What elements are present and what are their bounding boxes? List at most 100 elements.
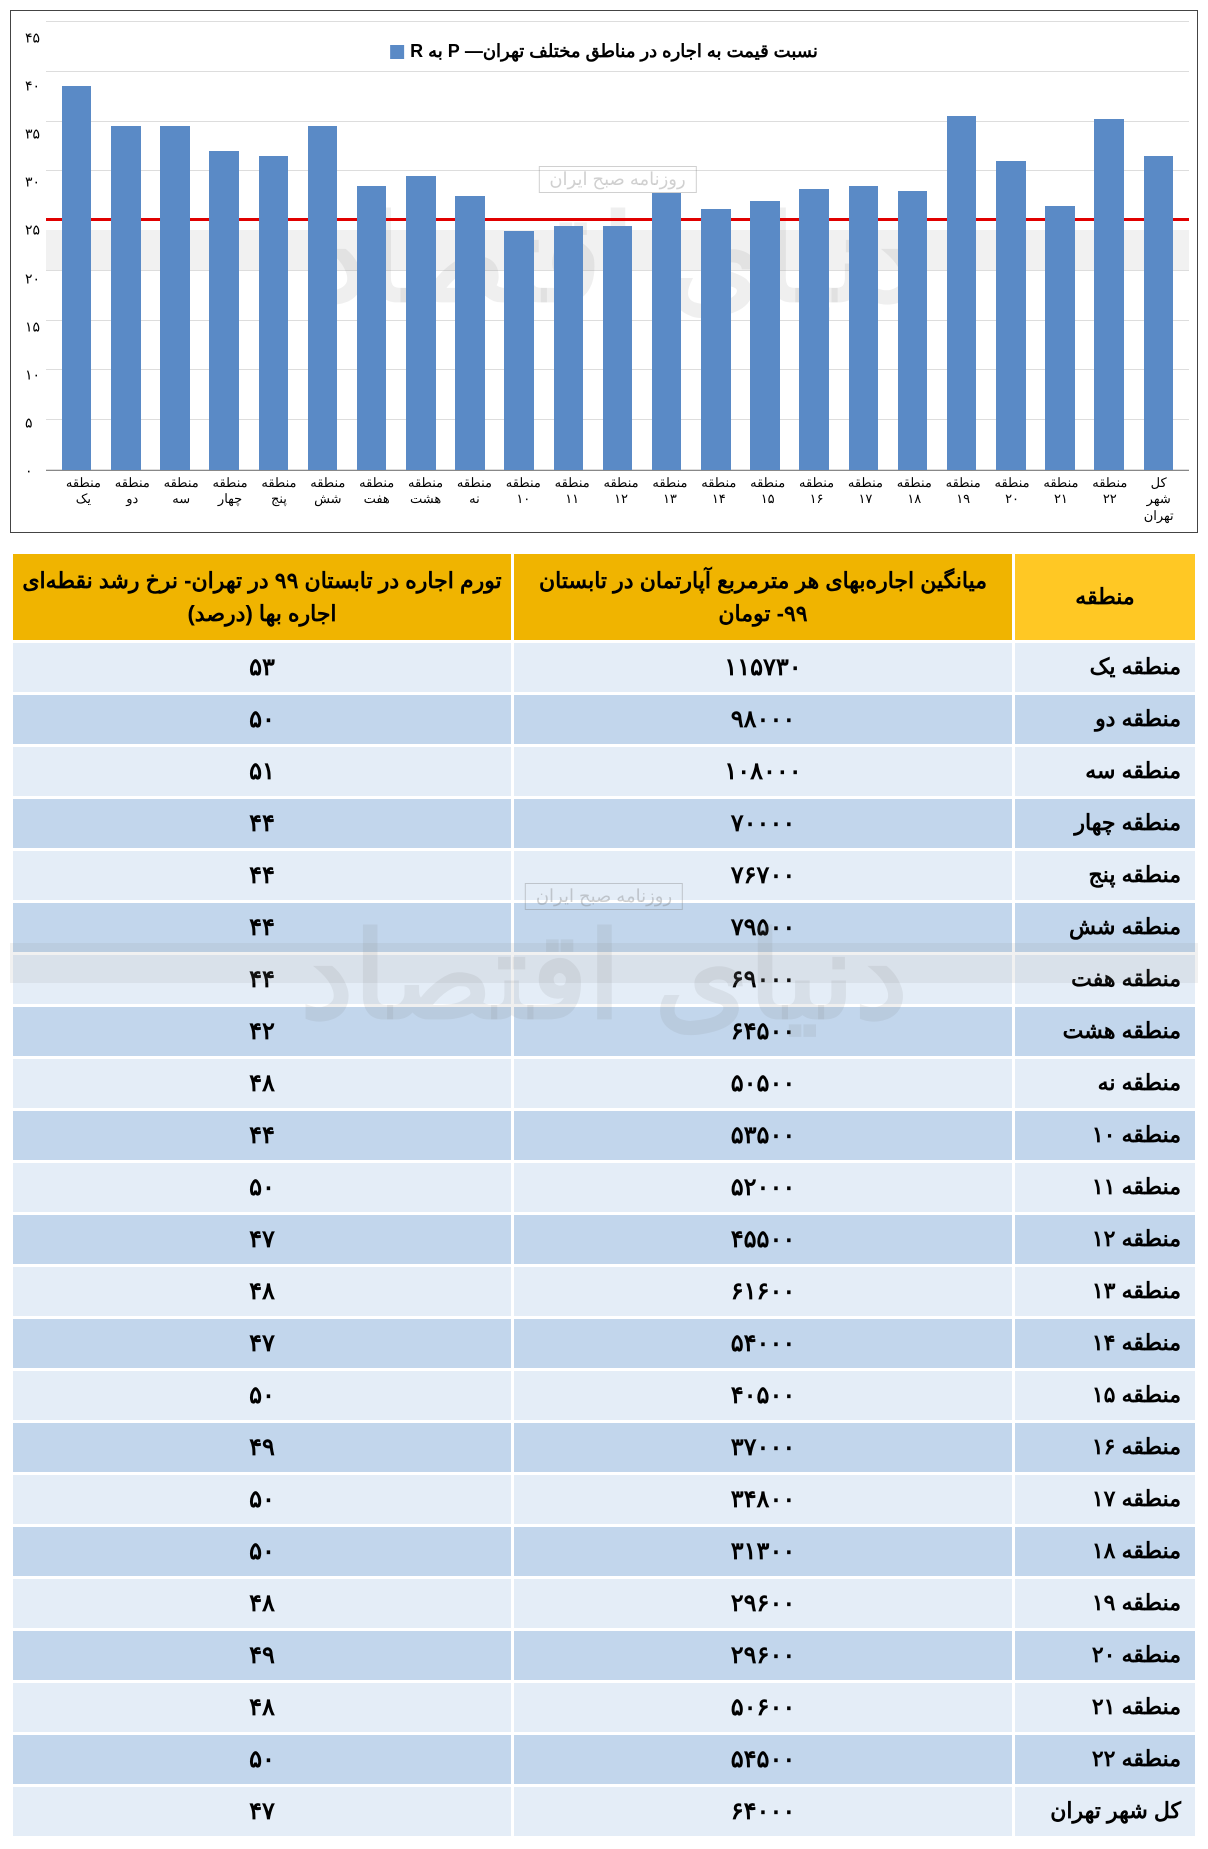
cell-region: کل شهر تهران — [1015, 1787, 1195, 1836]
cell-region: منطقه ۲۱ — [1015, 1683, 1195, 1732]
cell-region: منطقه پنج — [1015, 851, 1195, 900]
y-tick: ۳۵ — [25, 126, 40, 143]
bar-slot — [200, 21, 249, 470]
table-row: کل شهر تهران۶۴۰۰۰۴۷ — [13, 1787, 1195, 1836]
bar-slot — [298, 21, 347, 470]
cell-growth: ۴۸ — [13, 1059, 511, 1108]
cell-growth: ۵۱ — [13, 747, 511, 796]
x-tick: منطقه ۱۶ — [792, 475, 841, 524]
x-tick: منطقه شش — [303, 475, 352, 524]
bar-slot — [495, 21, 544, 470]
cell-growth: ۴۸ — [13, 1579, 511, 1628]
cell-rent: ۷۹۵۰۰ — [514, 903, 1012, 952]
table-row: منطقه ۱۵۴۰۵۰۰۵۰ — [13, 1371, 1195, 1420]
cell-rent: ۶۴۵۰۰ — [514, 1007, 1012, 1056]
y-tick: ۲۵ — [25, 222, 40, 239]
bar-slot — [691, 21, 740, 470]
bar — [996, 161, 1026, 470]
cell-rent: ۵۴۰۰۰ — [514, 1319, 1012, 1368]
bar — [750, 201, 780, 470]
table-row: منطقه ۱۰۵۳۵۰۰۴۴ — [13, 1111, 1195, 1160]
cell-region: منطقه شش — [1015, 903, 1195, 952]
table-row: منطقه ۱۶۳۷۰۰۰۴۹ — [13, 1423, 1195, 1472]
table-row: منطقه دو۹۸۰۰۰۵۰ — [13, 695, 1195, 744]
bar — [308, 126, 338, 470]
cell-rent: ۵۲۰۰۰ — [514, 1163, 1012, 1212]
bar — [849, 186, 879, 470]
cell-region: منطقه ۱۶ — [1015, 1423, 1195, 1472]
table-row: منطقه ۲۰۲۹۶۰۰۴۹ — [13, 1631, 1195, 1680]
table-row: منطقه چهار۷۰۰۰۰۴۴ — [13, 799, 1195, 848]
x-tick: منطقه دو — [108, 475, 157, 524]
x-tick: منطقه ۲۱ — [1037, 475, 1086, 524]
x-tick: کل شهر تهران — [1134, 475, 1183, 524]
cell-rent: ۴۰۵۰۰ — [514, 1371, 1012, 1420]
bar-slot — [150, 21, 199, 470]
price-rent-chart: نسبت قیمت به اجاره در مناطق مختلف تهران—… — [10, 10, 1198, 533]
table-row: منطقه ۲۱۵۰۶۰۰۴۸ — [13, 1683, 1195, 1732]
y-tick: ۲۰ — [25, 270, 40, 287]
cell-rent: ۳۷۰۰۰ — [514, 1423, 1012, 1472]
cell-rent: ۵۰۶۰۰ — [514, 1683, 1012, 1732]
cell-region: منطقه ۱۷ — [1015, 1475, 1195, 1524]
cell-region: منطقه ۱۹ — [1015, 1579, 1195, 1628]
table-row: منطقه ۱۲۴۵۵۰۰۴۷ — [13, 1215, 1195, 1264]
cell-growth: ۴۹ — [13, 1631, 511, 1680]
cell-rent: ۴۵۵۰۰ — [514, 1215, 1012, 1264]
cell-growth: ۴۴ — [13, 799, 511, 848]
bar-slot — [642, 21, 691, 470]
x-tick: منطقه ۱۲ — [597, 475, 646, 524]
x-tick: منطقه ۱۳ — [646, 475, 695, 524]
bar — [947, 116, 977, 470]
cell-growth: ۵۳ — [13, 643, 511, 692]
x-tick: منطقه یک — [59, 475, 108, 524]
bar-slot — [1134, 21, 1183, 470]
y-tick: ۰ — [25, 462, 40, 479]
x-tick: منطقه ۱۵ — [743, 475, 792, 524]
cell-rent: ۶۱۶۰۰ — [514, 1267, 1012, 1316]
cell-growth: ۵۰ — [13, 695, 511, 744]
cell-growth: ۴۸ — [13, 1683, 511, 1732]
bar-slot — [1085, 21, 1134, 470]
cell-growth: ۴۴ — [13, 903, 511, 952]
bar-slot — [101, 21, 150, 470]
bar-slot — [52, 21, 101, 470]
cell-growth: ۵۰ — [13, 1163, 511, 1212]
y-tick: ۳۰ — [25, 174, 40, 191]
cell-growth: ۴۸ — [13, 1267, 511, 1316]
bar-slot — [593, 21, 642, 470]
cell-rent: ۷۰۰۰۰ — [514, 799, 1012, 848]
cell-region: منطقه یک — [1015, 643, 1195, 692]
cell-rent: ۱۰۸۰۰۰ — [514, 747, 1012, 796]
table-row: منطقه ۲۲۵۴۵۰۰۵۰ — [13, 1735, 1195, 1784]
bar — [799, 189, 829, 470]
x-tick: منطقه ۱۹ — [939, 475, 988, 524]
table-row: منطقه پنج۷۶۷۰۰۴۴ — [13, 851, 1195, 900]
cell-rent: ۳۴۸۰۰ — [514, 1475, 1012, 1524]
x-tick: منطقه هفت — [352, 475, 401, 524]
cell-rent: ۳۱۳۰۰ — [514, 1527, 1012, 1576]
cell-rent: ۷۶۷۰۰ — [514, 851, 1012, 900]
bar — [504, 231, 534, 470]
x-tick: منطقه چهار — [206, 475, 255, 524]
bar — [554, 226, 584, 470]
cell-rent: ۵۰۵۰۰ — [514, 1059, 1012, 1108]
table-body: منطقه یک۱۱۵۷۳۰۵۳منطقه دو۹۸۰۰۰۵۰منطقه سه۱… — [13, 643, 1195, 1836]
y-axis: ۰۵۱۰۱۵۲۰۲۵۳۰۳۵۴۰۴۵ — [19, 21, 46, 471]
x-tick: منطقه ۱۷ — [841, 475, 890, 524]
cell-region: منطقه ۱۵ — [1015, 1371, 1195, 1420]
table-row: منطقه یک۱۱۵۷۳۰۵۳ — [13, 643, 1195, 692]
x-tick: منطقه سه — [157, 475, 206, 524]
cell-region: منطقه ۱۱ — [1015, 1163, 1195, 1212]
table-header-row: منطقه میانگین اجاره‌بهای هر مترمربع آپار… — [13, 554, 1195, 640]
cell-region: منطقه ۲۲ — [1015, 1735, 1195, 1784]
bar — [455, 196, 485, 470]
bar — [652, 193, 682, 470]
x-tick: منطقه ۱۰ — [499, 475, 548, 524]
bar-slot — [445, 21, 494, 470]
col-growth: تورم اجاره در تابستان ۹۹ در تهران- نرخ ر… — [13, 554, 511, 640]
table-row: منطقه شش۷۹۵۰۰۴۴ — [13, 903, 1195, 952]
cell-region: منطقه ۱۲ — [1015, 1215, 1195, 1264]
bar — [357, 186, 387, 470]
bar-slot — [396, 21, 445, 470]
